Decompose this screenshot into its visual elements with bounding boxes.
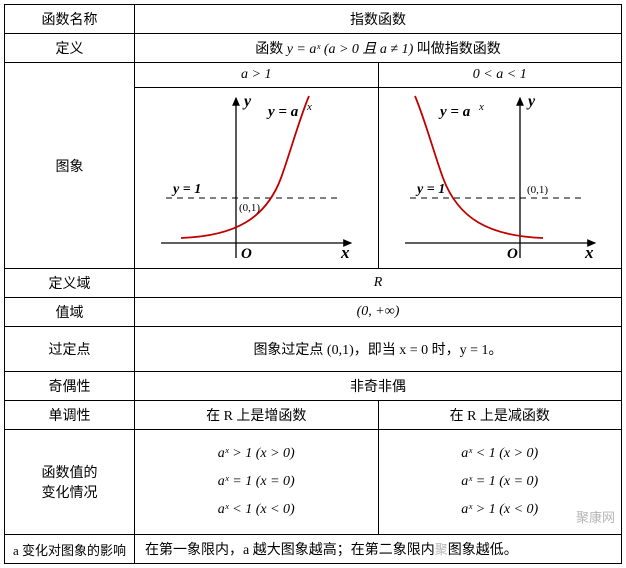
svg-text:O: O <box>507 246 518 262</box>
effect-value: 在第一象限内，a 越大图象越高；在第二象限内聚图象越低。 聚康网 <box>135 535 622 564</box>
graph-a-lt-1: y y = a x x O y = 1 (0,1) <box>378 88 622 269</box>
svg-text:y = a: y = a <box>438 104 471 120</box>
monotonic-left: 在 R 上是增函数 <box>135 401 379 430</box>
graph-a-gt-1: y y = a x x O y = 1 (0,1) <box>135 88 379 269</box>
monotonic-right: 在 R 上是减函数 <box>378 401 622 430</box>
svg-text:x: x <box>306 101 312 113</box>
svg-text:(0,1): (0,1) <box>527 184 548 196</box>
definition-label: 定义 <box>5 34 135 63</box>
svg-text:y = 1: y = 1 <box>171 182 201 197</box>
graph-label: 图象 <box>5 63 135 269</box>
svg-text:y: y <box>526 93 536 110</box>
domain-value: R <box>135 269 622 298</box>
domain-label: 定义域 <box>5 269 135 298</box>
graph-cond-a: a > 1 <box>135 63 379 88</box>
range-label: 值域 <box>5 298 135 327</box>
header-name-label: 函数名称 <box>5 5 135 34</box>
values-right: aˣ < 1 (x > 0) aˣ = 1 (x = 0) aˣ > 1 (x … <box>378 430 622 535</box>
range-value: (0, +∞) <box>135 298 622 327</box>
svg-text:x: x <box>478 101 484 113</box>
svg-text:O: O <box>241 246 252 262</box>
fixedpoint-label: 过定点 <box>5 327 135 372</box>
graph-cond-b: 0 < a < 1 <box>378 63 622 88</box>
definition-value: 函数 y = aˣ (a > 0 且 a ≠ 1) 叫做指数函数 <box>135 34 622 63</box>
values-left: aˣ > 1 (x > 0) aˣ = 1 (x = 0) aˣ < 1 (x … <box>135 430 379 535</box>
header-name-value: 指数函数 <box>135 5 622 34</box>
effect-label: a 变化对图象的影响 <box>5 535 135 564</box>
fixedpoint-value: 图象过定点 (0,1)，即当 x = 0 时，y = 1。 <box>135 327 622 372</box>
monotonic-label: 单调性 <box>5 401 135 430</box>
values-label: 函数值的 变化情况 <box>5 430 135 535</box>
svg-text:x: x <box>584 243 594 262</box>
parity-label: 奇偶性 <box>5 372 135 401</box>
svg-text:(0,1): (0,1) <box>239 202 260 214</box>
parity-value: 非奇非偶 <box>135 372 622 401</box>
svg-text:x: x <box>340 243 350 262</box>
svg-text:y = a: y = a <box>266 104 299 120</box>
svg-text:y = 1: y = 1 <box>415 182 445 197</box>
svg-text:y: y <box>242 93 252 110</box>
